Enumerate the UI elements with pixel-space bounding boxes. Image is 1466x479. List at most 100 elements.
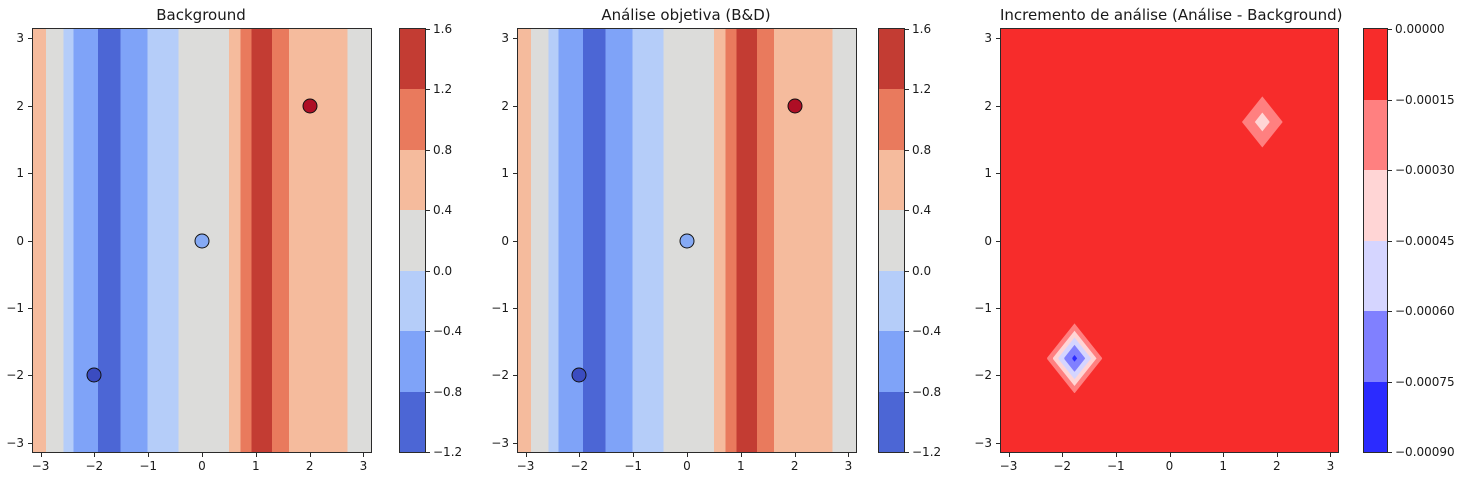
x-tick-mark: [363, 453, 365, 457]
colorbar-tick-mark: [426, 331, 430, 333]
y-tick-mark: [513, 307, 517, 309]
colorbar-segment: [400, 89, 425, 150]
y-tick-mark: [513, 375, 517, 377]
colorbar-tick-mark: [905, 270, 909, 272]
observation-point: [302, 98, 318, 114]
y-tick-label: 3: [16, 31, 24, 46]
y-tick-mark: [28, 240, 32, 242]
x-tick-label: 2: [790, 459, 799, 473]
y-tick-mark: [996, 173, 1000, 175]
y-tick-label: −3: [974, 435, 992, 450]
y-tick-label: −3: [6, 435, 24, 450]
colorbar-segment: [879, 210, 904, 271]
x-tick-label: 2: [1272, 459, 1281, 473]
colorbar-tick-mark: [1388, 452, 1392, 453]
y-tick-label: 2: [16, 98, 24, 113]
colorbar-segment: [400, 331, 425, 392]
colorbar-tick-mark: [1388, 170, 1392, 171]
x-tick-mark: [687, 453, 688, 457]
x-tick-label: 0: [198, 459, 206, 473]
colorbar-segment: [1364, 29, 1387, 100]
colorbar-tick-label: −0.8: [433, 384, 463, 399]
plot-title: Background: [156, 6, 246, 24]
colorbar-tick-mark: [1388, 311, 1392, 312]
colorbar-tick-label: −1.2: [912, 445, 942, 459]
observation-point: [787, 98, 803, 114]
x-tick-label: −1: [624, 459, 643, 473]
colorbar-tick-mark: [426, 391, 430, 393]
colorbar-tick-label: −0.8: [912, 384, 942, 399]
x-tick-label: −1: [139, 459, 158, 473]
colorbar-tick-label: −0.00015: [1395, 92, 1455, 107]
colorbar-tick-label: 0.8: [912, 142, 932, 157]
colorbar-tick-label: 1.6: [912, 22, 932, 36]
y-tick-mark: [513, 105, 517, 107]
y-tick-label: 1: [984, 166, 992, 181]
colorbar-tick-mark: [426, 89, 430, 91]
colorbar-segment: [1364, 240, 1387, 311]
x-tick-mark: [1330, 453, 1332, 457]
colorbar-tick-mark: [426, 29, 430, 30]
x-tick-mark: [848, 453, 850, 457]
y-tick-label: −1: [491, 300, 509, 315]
colorbar-tick-label: 1.6: [433, 22, 453, 36]
y-tick-mark: [28, 442, 32, 444]
x-tick-mark: [1115, 453, 1117, 457]
x-tick-mark: [202, 453, 203, 457]
colorbar-tick-label: 0.4: [433, 203, 453, 218]
colorbar-tick-mark: [426, 210, 430, 212]
x-tick-label: −2: [570, 459, 589, 473]
x-tick-mark: [1062, 453, 1064, 457]
colorbar-tick-mark: [905, 391, 909, 393]
plot-area: −3 −2 −1 0 1 2 3 3 2 1 0 −1 −2 −3: [6, 28, 372, 473]
colorbar: 0.00000 −0.00015 −0.00030 −0.00045 −0.00060 −…: [1363, 22, 1455, 459]
x-tick-label: 0: [1165, 459, 1174, 473]
colorbar-tick-mark: [1388, 381, 1392, 383]
colorbar-tick-label: −0.4: [912, 324, 942, 339]
colorbar-tick-label: 0.0: [433, 263, 453, 278]
y-tick-label: −1: [974, 300, 992, 315]
colorbar-segment: [879, 89, 904, 150]
x-tick-mark: [579, 453, 581, 457]
y-tick-mark: [996, 240, 1000, 242]
plot-area: −3 −2 −1 0 1 2 3 3 2 1 0 −1 −2 −3: [491, 28, 857, 473]
observation-point: [571, 367, 587, 383]
x-tick-mark: [794, 453, 796, 457]
y-tick-mark: [513, 240, 517, 242]
colorbar-segment: [1364, 170, 1387, 241]
y-tick-label: 0: [16, 233, 24, 248]
observation-point: [86, 367, 102, 383]
colorbar-tick-mark: [426, 149, 430, 151]
observation-point: [679, 233, 695, 248]
x-tick-mark: [1276, 453, 1278, 457]
colorbar-tick-label: −0.00090: [1395, 445, 1455, 459]
y-tick-label: −3: [491, 435, 509, 450]
colorbar-tick-label: −0.00030: [1395, 163, 1455, 177]
x-tick-label: −3: [31, 459, 50, 473]
increment-contour-diamond: [1071, 354, 1078, 362]
y-tick-mark: [28, 38, 32, 40]
x-tick-label: −3: [999, 459, 1018, 473]
y-tick-label: 0: [984, 233, 992, 248]
colorbar-tick-label: 0.4: [912, 203, 932, 218]
y-tick-mark: [28, 375, 32, 377]
x-tick-label: −3: [516, 459, 535, 473]
plot-title: Incremento de análise (Análise - Backgro…: [1000, 6, 1343, 24]
increment-contour-diamond: [1254, 112, 1270, 132]
y-tick-mark: [513, 442, 517, 444]
colorbar-tick-mark: [1388, 99, 1392, 101]
y-tick-label: 3: [501, 31, 509, 46]
colorbar-segment: [879, 29, 904, 90]
x-tick-label: 1: [251, 459, 260, 473]
colorbar-tick-mark: [905, 149, 909, 151]
x-tick-label: −2: [85, 459, 104, 473]
colorbar-segment: [879, 149, 904, 211]
x-tick-mark: [94, 453, 96, 457]
y-tick-mark: [28, 173, 32, 175]
x-tick-mark: [633, 453, 635, 457]
x-tick-label: 3: [1326, 459, 1335, 473]
colorbar-segment: [1364, 381, 1387, 452]
x-tick-mark: [40, 453, 42, 457]
x-tick-label: 0: [683, 459, 691, 473]
